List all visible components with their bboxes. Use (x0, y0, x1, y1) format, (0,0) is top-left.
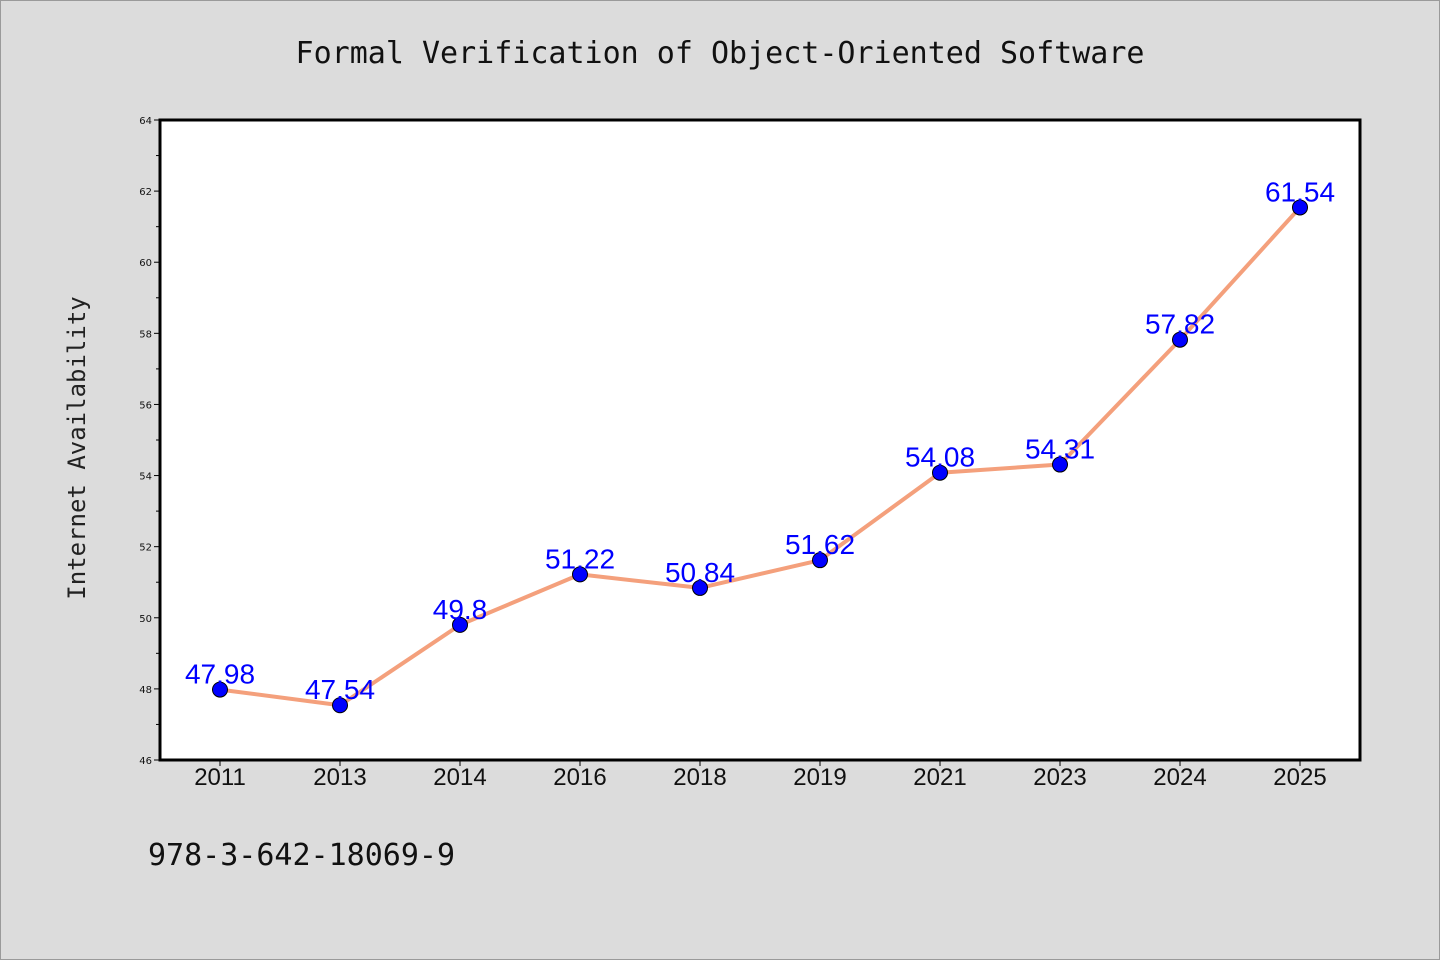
y-tick-label: 56 (139, 400, 152, 411)
y-tick-label: 46 (139, 756, 152, 767)
chart-title: Formal Verification of Object-Oriented S… (296, 36, 1145, 71)
data-point (452, 616, 468, 633)
y-tick-label: 58 (139, 329, 152, 340)
data-label: 57.82 (1145, 309, 1215, 340)
data-point (1292, 199, 1308, 216)
data-point (692, 579, 708, 596)
y-tick-label: 62 (139, 187, 152, 198)
data-label: 51.62 (785, 529, 855, 560)
data-label: 54.31 (1025, 434, 1095, 465)
data-point (812, 552, 828, 569)
x-tick-label: 2024 (1153, 764, 1206, 791)
data-labels: 47.98 47.54 49.8 51.22 50.84 51.62 54.08 54.31 5… (185, 176, 1335, 705)
data-label: 49.8 (433, 594, 488, 625)
data-label: 51.22 (545, 543, 615, 574)
y-tick-label: 50 (139, 614, 152, 625)
data-label: 47.98 (185, 659, 255, 690)
y-axis-label: Internet Availability (63, 296, 91, 599)
data-label: 54.08 (905, 442, 975, 473)
x-tick-label: 2013 (313, 764, 366, 791)
plot-frame (158, 118, 1362, 762)
y-tick-label: 64 (139, 116, 152, 127)
x-tick-label: 2021 (913, 764, 966, 791)
data-markers (212, 199, 1308, 714)
x-tick-label: 2011 (194, 764, 246, 791)
x-tick-label: 2018 (673, 764, 726, 791)
plot-area (160, 120, 1360, 760)
data-label: 50.84 (665, 557, 735, 588)
y-tick-label: 54 (139, 472, 152, 483)
isbn-footnote: 978-3-642-18069-9 (148, 838, 455, 873)
data-label: 61.54 (1265, 176, 1335, 207)
y-tick-label: 52 (139, 543, 152, 554)
y-tick-label: 48 (139, 685, 152, 696)
x-tick-label: 2023 (1033, 764, 1086, 791)
x-tick-label: 2019 (793, 764, 846, 791)
series-line (218, 205, 1302, 708)
data-point (1052, 456, 1068, 473)
data-label: 47.54 (305, 674, 375, 705)
x-tick-label: 2016 (553, 764, 606, 791)
x-tick-label: 2014 (433, 764, 486, 791)
y-tick-label: 60 (139, 258, 152, 269)
x-tick-label: 2025 (1273, 764, 1326, 791)
data-point (572, 566, 588, 583)
data-point (1172, 331, 1188, 348)
axis-ticks: 46 48 50 52 54 56 58 60 62 64 2011 2013 2014 2016 2018… (139, 116, 1326, 791)
data-point (332, 697, 348, 714)
data-point (932, 464, 948, 481)
data-point (212, 681, 228, 698)
